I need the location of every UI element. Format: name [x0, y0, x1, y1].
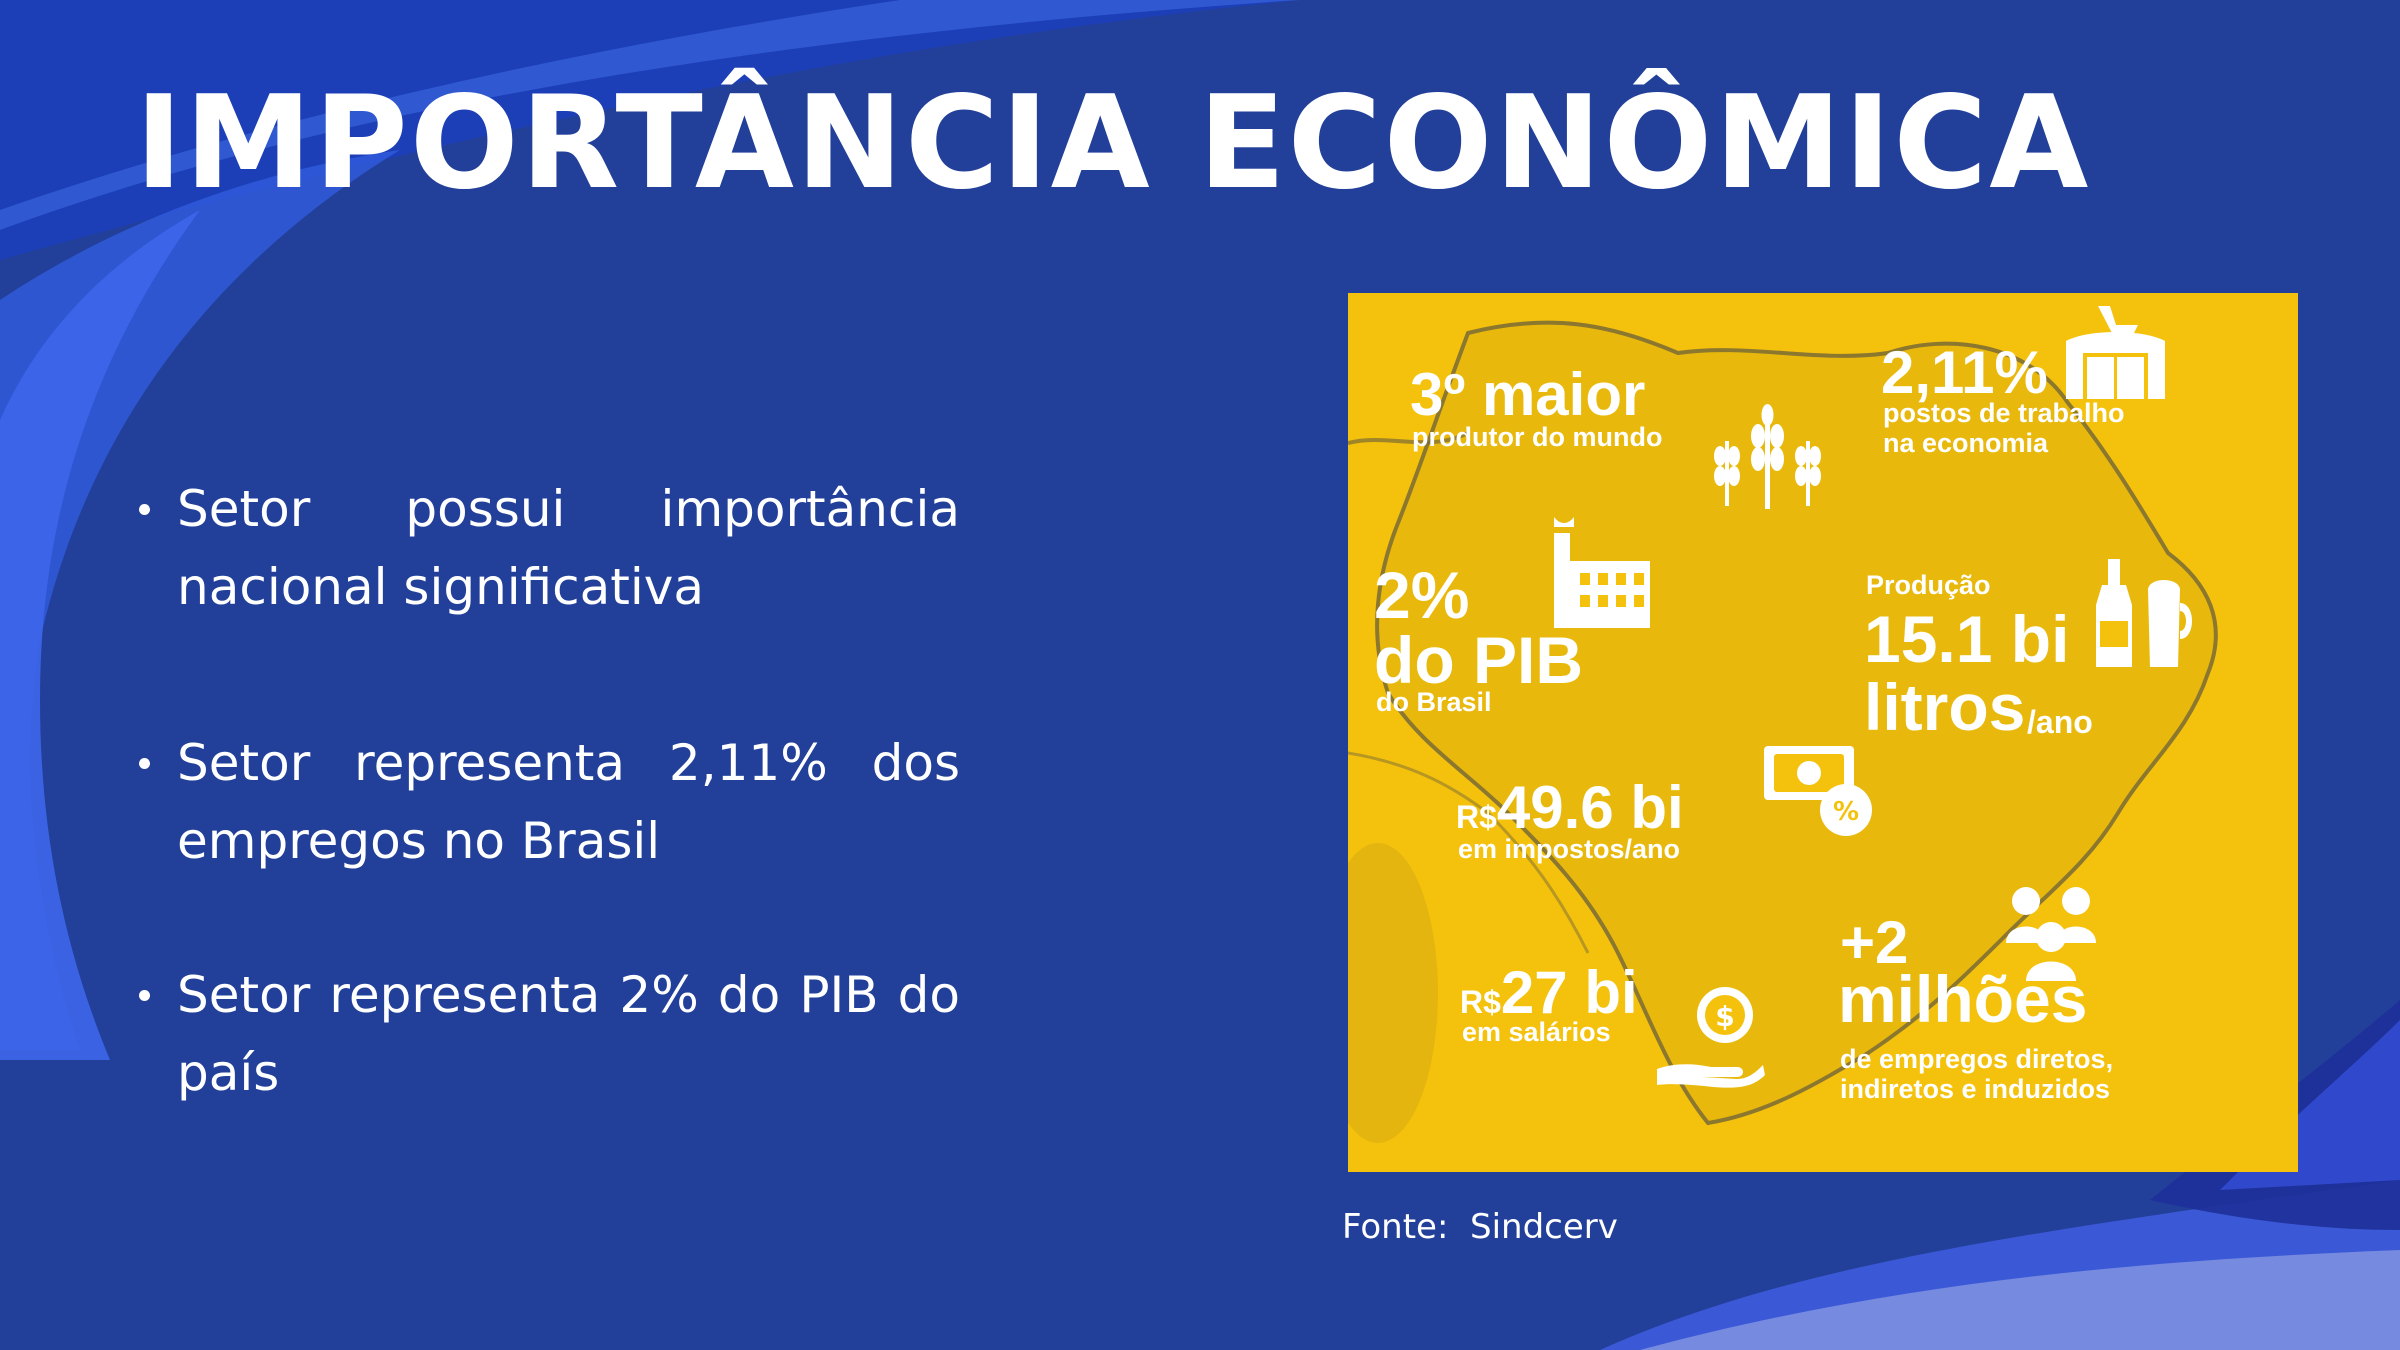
bullet-text: Setor possui importância nacional signif…	[177, 480, 960, 616]
production-value-2: litros	[1864, 670, 2026, 744]
bullet-dot-icon	[139, 758, 150, 769]
taxes-stat: R$49.6 bi	[1456, 778, 1684, 838]
jobs-share-value: 2,11%	[1881, 339, 2048, 406]
bullet-item: Setor possui importância nacional signif…	[135, 470, 960, 626]
production-unit: /ano	[2027, 704, 2093, 740]
salaries-currency: R$	[1460, 984, 1501, 1020]
gdp-value-1: 2%	[1374, 558, 1470, 632]
hand-coin-icon: $	[1657, 987, 1765, 1088]
salaries-value: 27 bi	[1500, 959, 1638, 1026]
bullet-dot-icon	[139, 504, 150, 515]
svg-text:$: $	[1715, 1000, 1734, 1033]
factory-icon	[1554, 517, 1650, 628]
bullet-text: Setor representa 2,11% dos empregos no B…	[177, 734, 960, 870]
bullet-dot-icon	[139, 990, 150, 1001]
money-tax-icon: %	[1764, 746, 1872, 836]
slide-title: IMPORTÂNCIA ECONÔMICA	[135, 69, 2091, 218]
bullet-item: Setor representa 2% do PIB do país	[135, 956, 960, 1112]
employment-caption-1: de empregos diretos,	[1840, 1044, 2114, 1074]
salaries-caption: em salários	[1462, 1017, 1611, 1047]
production-value-1: 15.1 bi	[1864, 602, 2070, 676]
jobs-share-caption-2: na economia	[1883, 428, 2049, 458]
taxes-value: 49.6 bi	[1496, 774, 1684, 841]
bullet-text: Setor representa 2% do PIB do país	[177, 966, 960, 1102]
producer-rank-value: 3º maior	[1410, 361, 1646, 428]
production-label: Produção	[1866, 570, 1991, 600]
store-icon	[2066, 306, 2165, 399]
salaries-stat: R$27 bi	[1460, 963, 1638, 1023]
producer-rank-caption: produtor do mundo	[1412, 422, 1663, 452]
gdp-value-2: do PIB	[1374, 623, 1583, 697]
bullet-item: Setor representa 2,11% dos empregos no B…	[135, 724, 960, 880]
taxes-currency: R$	[1456, 799, 1497, 835]
gdp-caption: do Brasil	[1376, 687, 1492, 717]
svg-text:%: %	[1833, 797, 1859, 827]
bullet-list: Setor possui importância nacional signif…	[135, 470, 960, 1210]
infographic-image: 3º maior produtor do mundo 2,11% postos …	[1348, 293, 2298, 1172]
employment-value-1: +2	[1840, 909, 1909, 976]
wheat-icon	[1714, 404, 1821, 509]
beer-bottle-glass-icon	[2096, 559, 2192, 667]
taxes-caption: em impostos/ano	[1458, 834, 1681, 864]
source-caption: Fonte: Sindcerv	[1342, 1207, 1618, 1247]
brazil-map-outline	[1348, 320, 2218, 1143]
people-group-icon	[2006, 887, 2096, 981]
employment-caption-2: indiretos e induzidos	[1840, 1074, 2111, 1104]
jobs-share-caption-1: postos de trabalho	[1883, 398, 2125, 428]
